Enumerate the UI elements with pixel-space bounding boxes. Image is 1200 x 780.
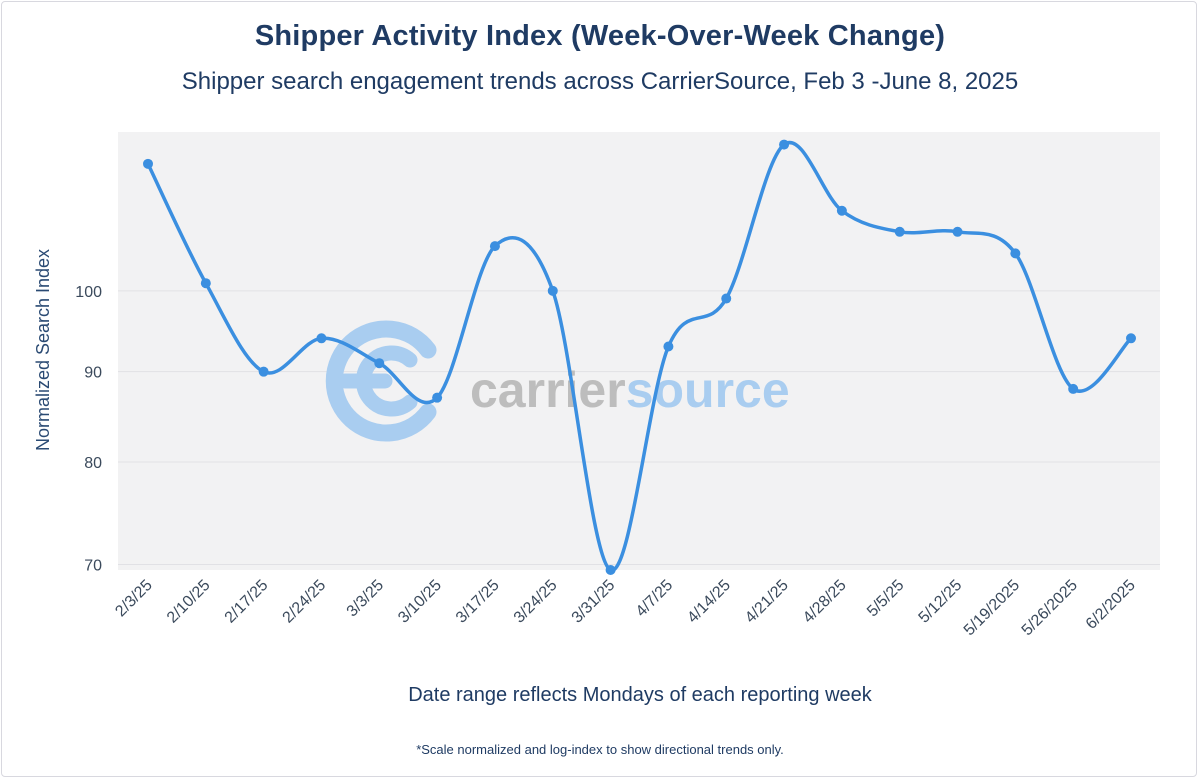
x-tick-label: 2/10/25	[164, 577, 214, 627]
x-tick-label: 4/7/25	[633, 577, 677, 621]
x-axis-ticks: 2/3/25 2/10/25 2/17/25 2/24/25 3/3/25 3/10/25…	[112, 577, 1139, 639]
data-point	[200, 278, 211, 289]
x-tick-label: 5/26/2025	[1019, 577, 1081, 639]
x-axis-label: Date range reflects Mondays of each repo…	[408, 684, 872, 706]
data-point	[1010, 248, 1021, 259]
y-tick-label: 80	[84, 455, 102, 472]
x-tick-label: 4/28/25	[800, 577, 850, 627]
data-point	[894, 226, 905, 237]
carriersource-logo-icon	[325, 320, 437, 442]
data-point	[374, 358, 385, 369]
data-point	[779, 139, 790, 150]
svg-text:carriersource: carriersource	[470, 362, 790, 418]
watermark-text-carrier: carrier	[470, 362, 626, 418]
data-point	[547, 285, 558, 296]
y-tick-label: 100	[75, 284, 102, 301]
x-tick-label: 4/21/25	[742, 577, 792, 627]
data-point	[663, 341, 674, 352]
x-tick-label: 3/3/25	[344, 577, 388, 621]
x-tick-label: 6/2/2025	[1083, 577, 1139, 633]
plot-area	[118, 132, 1160, 570]
data-point	[721, 293, 732, 304]
y-tick-label: 90	[84, 365, 102, 382]
x-tick-label: 3/17/25	[453, 577, 503, 627]
data-point	[836, 205, 847, 216]
x-tick-label: 2/24/25	[280, 577, 330, 627]
y-tick-label: 70	[84, 557, 102, 574]
data-point	[143, 158, 153, 169]
x-tick-label: 3/24/25	[511, 577, 561, 627]
data-point	[258, 366, 269, 377]
y-axis-ticks: 70 80 90 100	[75, 284, 102, 575]
data-point	[952, 226, 963, 237]
watermark-text-source: source	[626, 362, 790, 418]
carriersource-watermark: carriersource	[325, 320, 790, 442]
x-tick-label: 2/3/25	[112, 577, 156, 621]
chart-subtitle: Shipper search engagement trends across …	[181, 68, 1019, 95]
chart-title: Shipper Activity Index (Week-Over-Week C…	[254, 20, 946, 52]
data-point	[1126, 333, 1136, 344]
x-tick-label: 5/19/2025	[961, 577, 1023, 639]
x-tick-label: 4/14/25	[684, 577, 734, 627]
x-tick-label: 3/31/25	[569, 577, 619, 627]
gridlines	[118, 290, 1160, 565]
y-axis-label: Normalized Search Index	[33, 249, 53, 451]
data-point	[432, 392, 443, 403]
x-tick-label: 2/17/25	[222, 577, 272, 627]
data-point	[316, 333, 327, 344]
data-point	[605, 565, 616, 575]
x-tick-label: 5/12/25	[916, 577, 966, 627]
footnote: *Scale normalized and log-index to show …	[416, 742, 784, 757]
data-point	[1068, 383, 1079, 394]
data-points	[143, 139, 1136, 575]
data-point	[489, 241, 500, 252]
x-tick-label: 3/10/25	[395, 577, 445, 627]
x-tick-label: 5/5/25	[864, 577, 908, 621]
